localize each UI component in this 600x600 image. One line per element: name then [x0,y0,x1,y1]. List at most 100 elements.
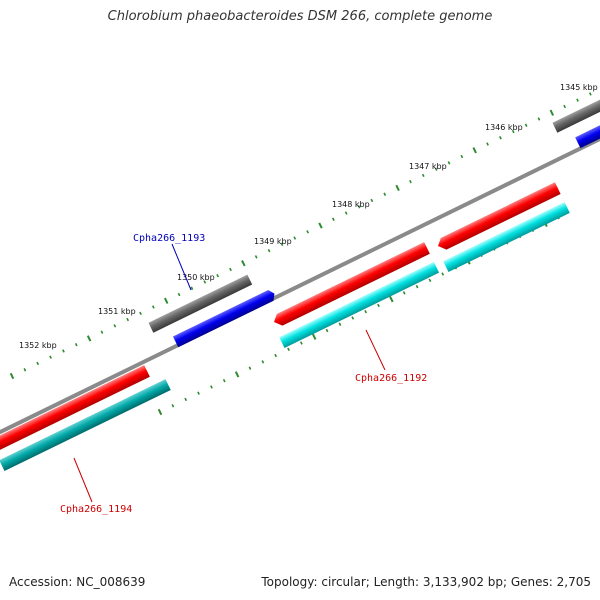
major-tick [163,297,169,304]
genome-backbone [0,136,600,435]
minor-tick [74,342,78,347]
minor-tick [126,317,130,322]
minor-tick [306,230,310,234]
minor-tick [511,129,515,134]
major-tick [549,109,555,116]
major-tick [318,222,323,229]
minor-tick [344,211,348,215]
major-tick [86,335,92,342]
major-tick [234,371,240,378]
tick-label: 1346 kbp [485,123,523,132]
minor-tick [216,274,220,278]
minor-tick [331,217,335,221]
minor-tick [197,391,200,395]
major-tick [241,260,246,267]
minor-tick [325,328,329,333]
minor-tick [537,117,541,121]
minor-tick [563,104,567,109]
tick-label: 1347 kbp [409,162,447,171]
minor-tick [62,349,65,353]
minor-tick [210,385,213,389]
cds-forward-bar-1194[interactable] [0,365,150,452]
minor-tick [441,272,445,276]
minor-tick [428,278,432,283]
minor-tick [357,205,361,209]
gene-reverse-bar-2[interactable] [552,96,600,133]
tick-label: 1348 kbp [332,200,370,209]
minor-tick [151,305,155,309]
cds-reverse-arrow[interactable] [172,288,277,348]
cds-reverse-bar-2[interactable] [575,111,600,149]
gene-label-1192[interactable]: Cpha266_1192 [355,373,427,384]
minor-tick [351,316,355,320]
minor-tick [293,236,297,240]
map-title: Chlorobium phaeobacteroides DSM 266, com… [107,9,493,24]
minor-tick [402,291,406,295]
accession-text: Accession: NC_008639 [9,575,146,589]
minor-tick [203,280,207,284]
gene-forward-bar-1194[interactable] [0,379,171,472]
minor-tick [434,167,438,171]
gene-forward-bar-2[interactable] [443,202,570,273]
minor-tick [280,242,284,247]
tick-marks [9,92,592,380]
minor-tick [49,355,52,359]
minor-tick [421,173,425,178]
minor-tick [248,366,252,370]
genome-summary-text: Topology: circular; Length: 3,133,902 bp… [261,575,591,589]
minor-tick [498,136,502,140]
tick-label: 1352 kbp [19,341,57,350]
minor-tick [139,311,142,316]
tick-labels: 1345 kbp 1346 kbp 1347 kbp 1348 kbp 1349… [19,83,598,350]
major-tick [395,184,400,192]
minor-tick [229,267,232,272]
minor-tick [576,98,579,102]
minor-tick [299,341,303,345]
major-tick [9,372,15,380]
minor-tick [267,248,271,253]
minor-tick [460,154,464,159]
minor-tick [222,378,226,383]
minor-tick [524,123,528,127]
minor-tick [177,292,181,297]
major-tick [157,408,163,416]
major-tick [311,333,317,340]
minor-tick [287,347,290,352]
minor-tick [377,303,380,308]
gene-forward-bar-1192[interactable] [279,261,440,349]
minor-tick [254,255,258,259]
cds-forward-arrow-1192[interactable] [271,242,430,328]
major-tick [472,147,477,154]
tick-label: 1351 kbp [98,307,136,316]
minor-tick [588,92,592,96]
gene-reverse-bar[interactable] [148,274,253,333]
minor-tick [274,353,278,358]
minor-tick [415,284,419,289]
minor-tick [184,397,188,402]
minor-tick [409,179,412,184]
tick-label: 1350 kbp [177,273,215,282]
gene-label-1194[interactable]: Cpha266_1194 [60,504,132,515]
minor-tick [370,198,374,203]
minor-tick [383,192,387,196]
label-leader-1194 [73,457,93,503]
minor-tick [261,360,265,364]
minor-tick [23,368,27,372]
label-leader-1193 [171,243,192,291]
minor-tick [171,404,175,408]
tick-label: 1349 kbp [254,237,292,246]
minor-tick [338,322,342,326]
minor-tick [447,161,451,165]
cds-forward-arrow-2[interactable] [435,182,561,252]
minor-tick [364,310,368,314]
major-tick [389,296,394,303]
gene-label-1193[interactable]: Cpha266_1193 [133,233,205,244]
minor-tick [486,142,489,146]
tick-label: 1345 kbp [560,83,598,92]
label-leader-1192 [365,329,386,371]
minor-tick [100,330,104,334]
minor-tick [113,324,117,328]
minor-tick [190,286,194,290]
minor-tick [36,361,40,366]
